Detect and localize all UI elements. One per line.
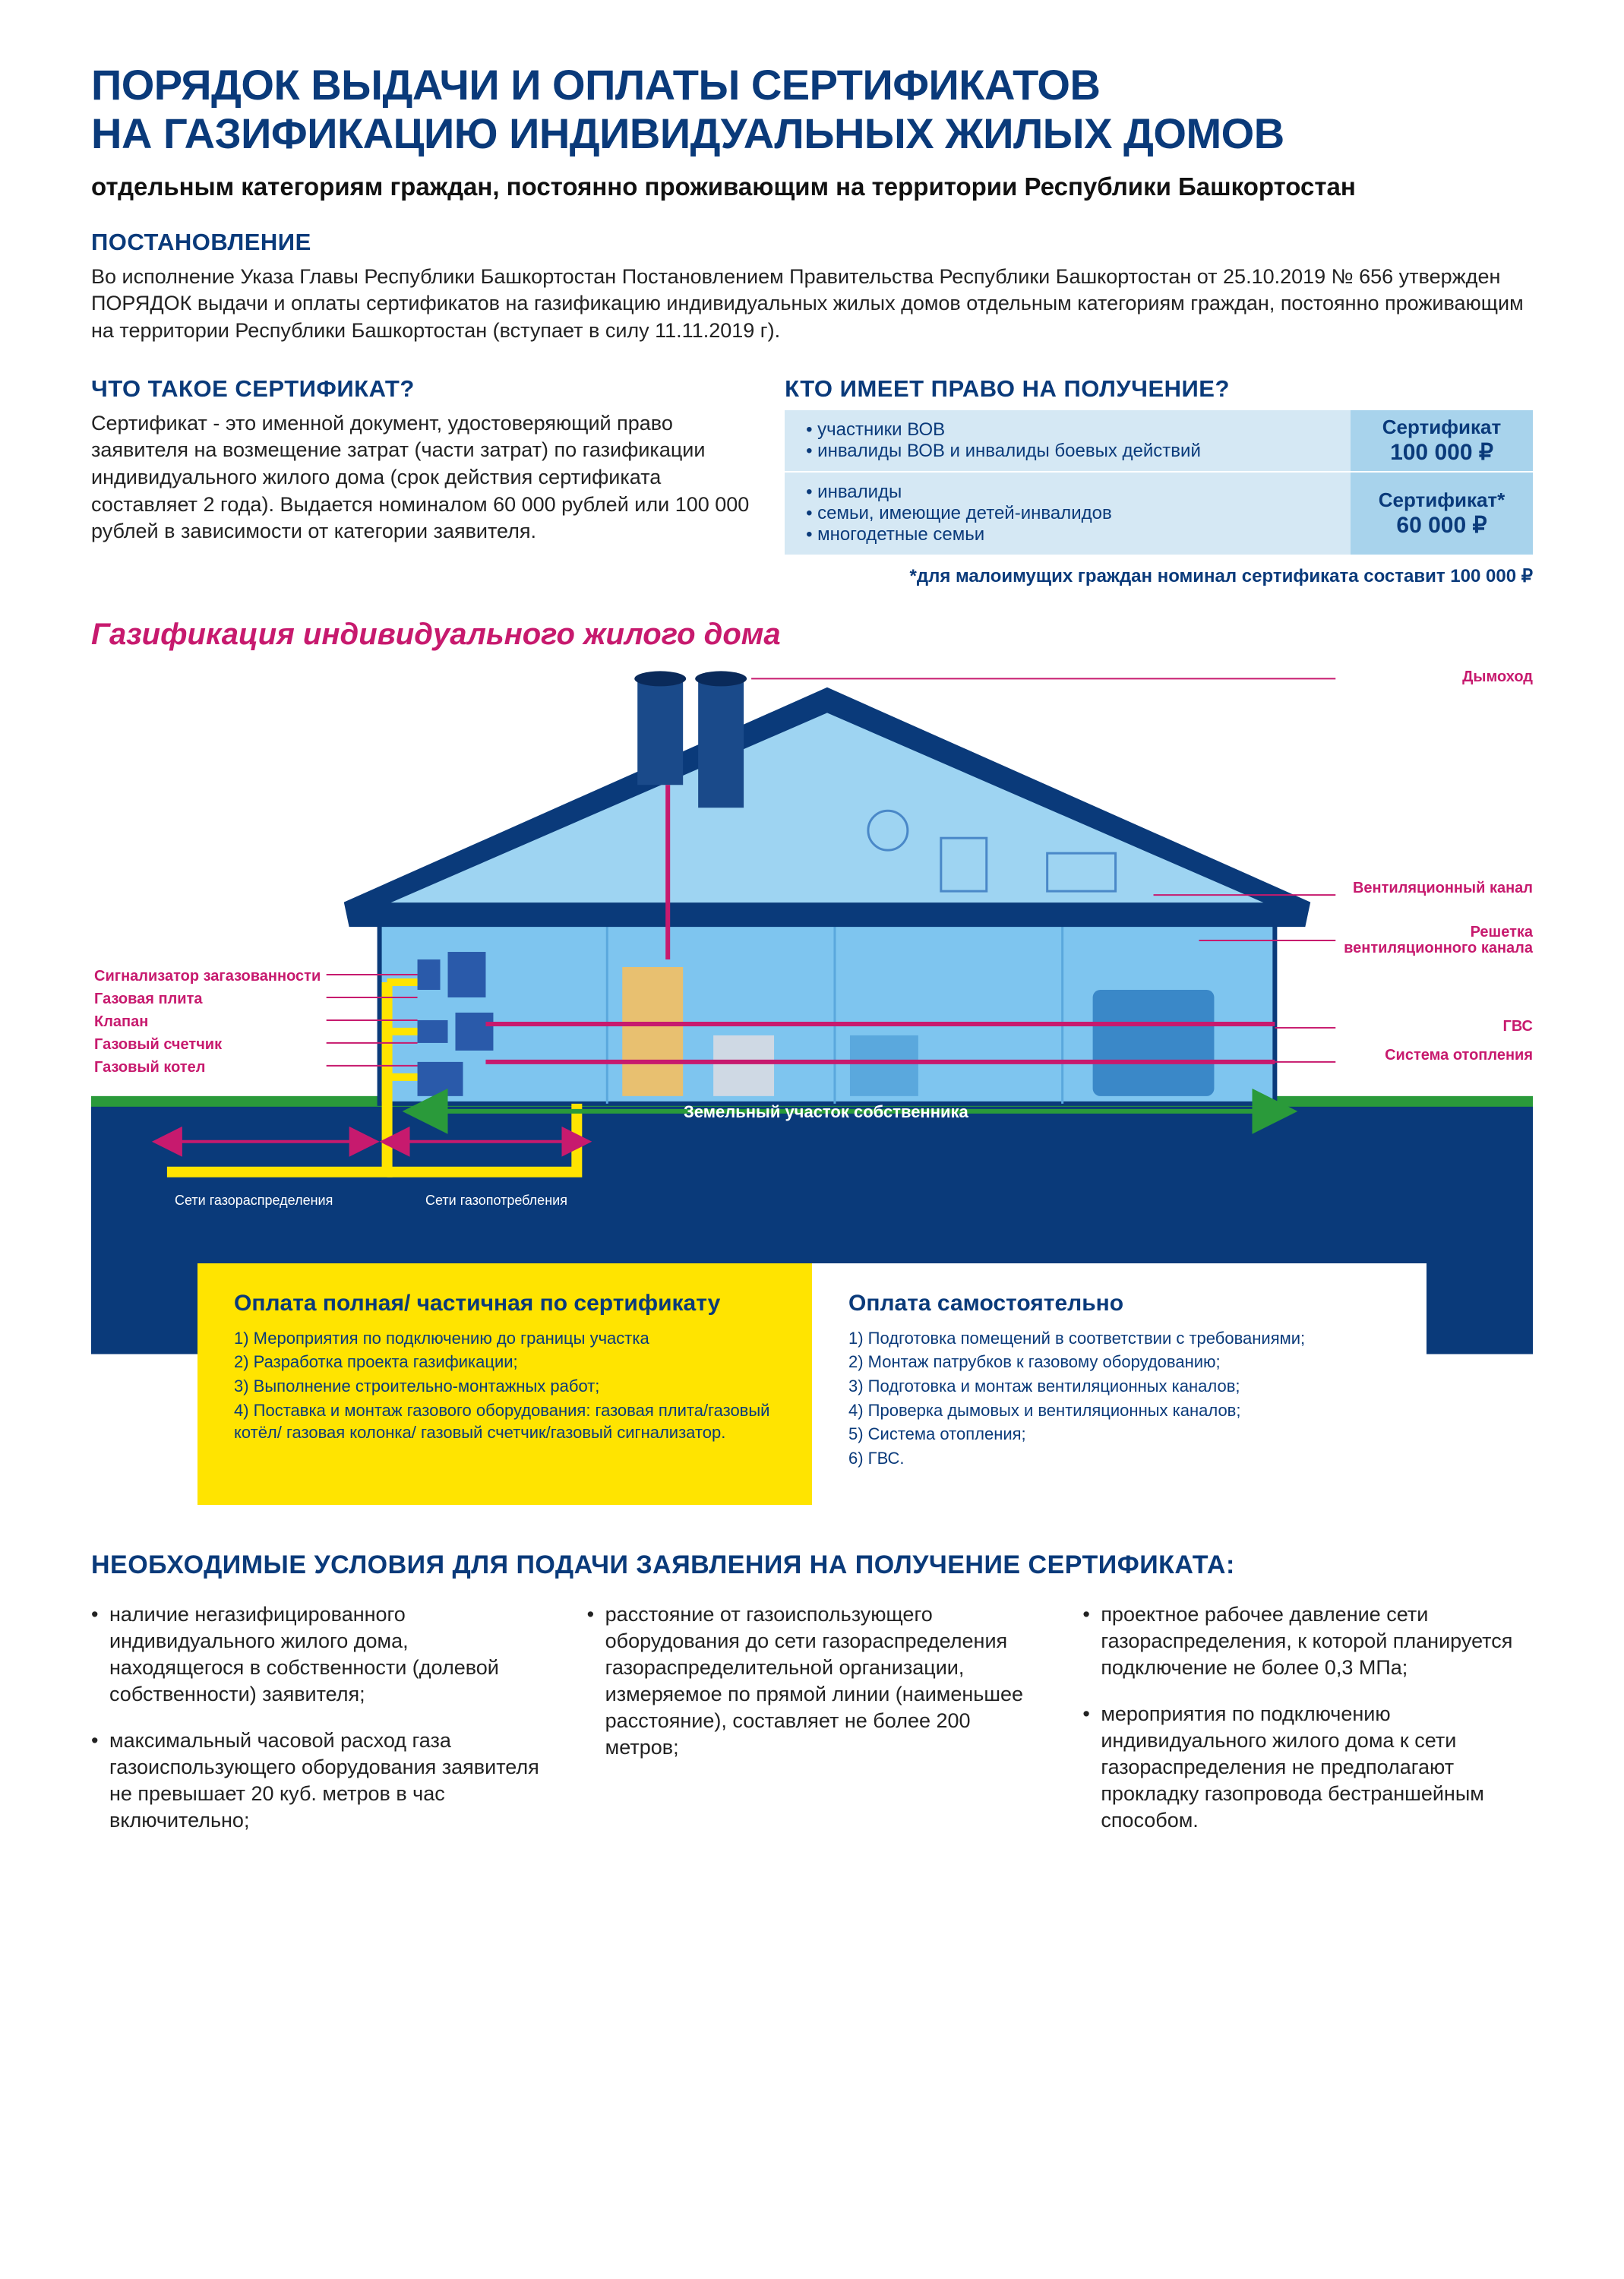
- cert-amount: 60 000 ₽: [1396, 512, 1487, 539]
- subtitle: отдельным категориям граждан, постоянно …: [91, 172, 1533, 201]
- eligibility-amount: Сертификат* 60 000 ₽: [1351, 473, 1533, 555]
- label-chimney: Дымоход: [1462, 669, 1533, 685]
- pay-item: 6) ГВС.: [848, 1447, 1390, 1470]
- what-heading: ЧТО ТАКОЕ СЕРТИФИКАТ?: [91, 375, 754, 403]
- diagram-title-text: Газификация индивидуального жилого дома: [91, 618, 781, 651]
- payment-row: Оплата полная/ частичная по сертификату …: [197, 1263, 1427, 1505]
- who-col: КТО ИМЕЕТ ПРАВО НА ПОЛУЧЕНИЕ? участники …: [785, 375, 1533, 587]
- label-gas-boiler: Газовый котел: [91, 1058, 208, 1077]
- pay-item: 3) Выполнение строительно-монтажных рабо…: [234, 1375, 776, 1398]
- elig-item: участники ВОВ: [806, 419, 1337, 441]
- cert-label: Сертификат*: [1379, 488, 1506, 512]
- condition-item: мероприятия по подключению индивидуально…: [1082, 1701, 1533, 1834]
- condition-item: проектное рабочее давление сети газорасп…: [1082, 1601, 1533, 1681]
- who-heading: КТО ИМЕЕТ ПРАВО НА ПОЛУЧЕНИЕ?: [785, 375, 1533, 403]
- conditions-list: наличие негазифицированного индивидуальн…: [91, 1601, 1533, 1835]
- what-col: ЧТО ТАКОЕ СЕРТИФИКАТ? Сертификат - это и…: [91, 375, 754, 587]
- condition-item: расстояние от газоиспользующего оборудов…: [587, 1601, 1038, 1762]
- elig-item: инвалиды: [806, 482, 1337, 503]
- pay-item: 3) Подготовка и монтаж вентиляционных ка…: [848, 1375, 1390, 1398]
- decree-heading: ПОСТАНОВЛЕНИЕ: [91, 229, 1533, 256]
- what-text: Сертификат - это именной документ, удост…: [91, 410, 754, 545]
- payment-self-list: 1) Подготовка помещений в соответствии с…: [848, 1327, 1390, 1470]
- eligibility-categories: участники ВОВ инвалиды ВОВ и инвалиды бо…: [785, 410, 1351, 471]
- eligibility-footnote: *для малоимущих граждан номинал сертифик…: [785, 565, 1533, 587]
- pay-item: 1) Мероприятия по подключению до границы…: [234, 1327, 776, 1350]
- label-hws: ГВС: [1503, 1019, 1533, 1035]
- label-gas-stove: Газовая плита: [91, 990, 205, 1009]
- info-row: ЧТО ТАКОЕ СЕРТИФИКАТ? Сертификат - это и…: [91, 375, 1533, 587]
- label-vent-grille: Решетка вентиляционного канала: [1335, 925, 1533, 956]
- house-diagram: Газификация индивидуального жилого дома: [91, 610, 1533, 1354]
- payment-cert-list: 1) Мероприятия по подключению до границы…: [234, 1327, 776, 1444]
- pay-item: 1) Подготовка помещений в соответствии с…: [848, 1327, 1390, 1350]
- title-line1: ПОРЯДОК ВЫДАЧИ И ОПЛАТЫ СЕРТИФИКАТОВ: [91, 61, 1100, 109]
- pay-item: 2) Монтаж патрубков к газовому оборудова…: [848, 1351, 1390, 1373]
- eligibility-row: инвалиды семьи, имеющие детей-инвалидов …: [785, 473, 1533, 556]
- eligibility-amount: Сертификат 100 000 ₽: [1351, 410, 1533, 471]
- label-valve: Клапан: [91, 1013, 151, 1032]
- payment-cert-box: Оплата полная/ частичная по сертификату …: [197, 1263, 812, 1505]
- condition-item: максимальный часовой расход газа газоисп…: [91, 1727, 542, 1834]
- condition-item: наличие негазифицированного индивидуальн…: [91, 1601, 542, 1708]
- diagram-title: Газификация индивидуального жилого дома: [91, 618, 781, 651]
- title-line2: НА ГАЗИФИКАЦИЮ ИНДИВИДУАЛЬНЫХ ЖИЛЫХ ДОМО…: [91, 109, 1284, 157]
- cert-label: Сертификат: [1382, 416, 1501, 439]
- pay-item: 4) Проверка дымовых и вентиляционных кан…: [848, 1399, 1390, 1422]
- pay-item: 4) Поставка и монтаж газового оборудован…: [234, 1399, 776, 1444]
- label-gas-sensor: Сигнализатор загазованности: [91, 967, 324, 986]
- eligibility-categories: инвалиды семьи, имеющие детей-инвалидов …: [785, 473, 1351, 555]
- main-title: ПОРЯДОК ВЫДАЧИ И ОПЛАТЫ СЕРТИФИКАТОВ НА …: [91, 61, 1533, 159]
- elig-item: семьи, имеющие детей-инвалидов: [806, 503, 1337, 524]
- payment-self-box: Оплата самостоятельно 1) Подготовка поме…: [812, 1263, 1427, 1505]
- payment-cert-heading: Оплата полная/ частичная по сертификату: [234, 1291, 776, 1317]
- pay-item: 5) Система отопления;: [848, 1423, 1390, 1446]
- eligibility-row: участники ВОВ инвалиды ВОВ и инвалиды бо…: [785, 410, 1533, 473]
- elig-item: многодетные семьи: [806, 524, 1337, 545]
- cert-amount: 100 000 ₽: [1390, 439, 1493, 466]
- label-vent-channel: Вентиляционный канал: [1353, 880, 1533, 896]
- elig-item: инвалиды ВОВ и инвалиды боевых действий: [806, 441, 1337, 462]
- decree-text: Во исполнение Указа Главы Республики Баш…: [91, 264, 1533, 345]
- pay-item: 2) Разработка проекта газификации;: [234, 1351, 776, 1373]
- label-heating: Система отопления: [1385, 1048, 1533, 1064]
- label-net-consumption: Сети газопотребления: [425, 1193, 567, 1209]
- conditions-heading: НЕОБХОДИМЫЕ УСЛОВИЯ ДЛЯ ПОДАЧИ ЗАЯВЛЕНИЯ…: [91, 1550, 1533, 1580]
- payment-self-heading: Оплата самостоятельно: [848, 1291, 1390, 1317]
- label-land-plot: Земельный участок собственника: [684, 1102, 968, 1122]
- label-gas-meter: Газовый счетчик: [91, 1035, 225, 1054]
- eligibility-table: участники ВОВ инвалиды ВОВ и инвалиды бо…: [785, 410, 1533, 556]
- label-net-distribution: Сети газораспределения: [175, 1193, 333, 1209]
